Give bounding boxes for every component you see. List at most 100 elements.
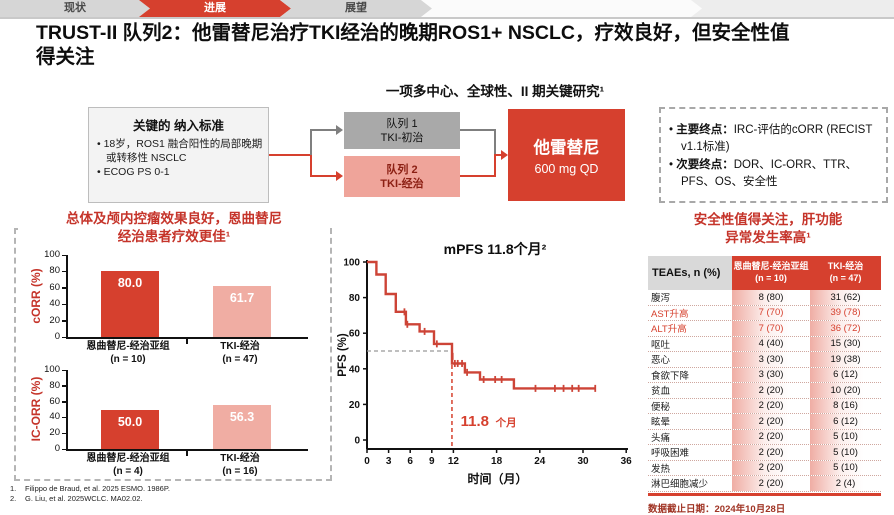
inclusion-bullet: 18岁，ROS1 融合阳性的局部晚期或转移性 NSCLC [97, 137, 263, 165]
secondary-endpoint-label: 次要终点： [676, 158, 734, 171]
y-axis-tick-mark [62, 287, 66, 289]
footnote-2: 2. G. Liu, et al. 2025WCLC. MA02.02. [10, 494, 170, 504]
breadcrumb-item-progress-active[interactable]: 进展 [139, 0, 291, 17]
table-row: 发热 2 (20) 5 (10) [648, 460, 881, 476]
y-tick-label: 20 [349, 400, 361, 411]
header-label: 恩曲替尼-经治亚组 [733, 261, 809, 272]
y-axis-tick-mark [62, 385, 66, 387]
safety-title-line1: 安全性值得关注，肝功能 [693, 212, 843, 227]
teae-value-tki-pretreated: 39 (78) [810, 305, 881, 320]
teae-name: 呕吐 [651, 339, 671, 351]
x-tick-label: 0 [364, 456, 370, 467]
teae-name: 头痛 [651, 432, 671, 444]
flow-line [310, 129, 312, 156]
km-y-axis-label: PFS (%) [337, 333, 349, 377]
category-n: (n = 16) [222, 465, 258, 477]
cohort2-line1: 队列 2 [386, 164, 418, 176]
teae-value-tki-pretreated: 19 (38) [810, 352, 881, 367]
flow-line [269, 154, 311, 156]
y-axis-tick-mark [62, 369, 66, 371]
y-axis-tick-label: 20 [49, 427, 60, 439]
x-tick-label: 3 [386, 456, 392, 467]
teae-value-tki-pretreated: 6 (12) [810, 367, 881, 382]
pfs-step-curve [367, 260, 596, 390]
flow-line [310, 129, 337, 131]
bar-tki-pretreated-icorr: 56.3 [213, 404, 271, 449]
category-n: (n = 47) [222, 353, 258, 365]
x-axis-divider-tick [186, 339, 188, 344]
teae-value-entrectinib-subgroup: 3 (30) [732, 352, 810, 367]
y-axis-tick-mark [62, 416, 66, 419]
teae-name: AST升高 [651, 308, 689, 320]
bar-value-label: 80.0 [117, 276, 143, 291]
breadcrumb-item-status[interactable]: 现状 [0, 0, 150, 17]
ic-orr-category-2: TKI-经治 (n = 16) [170, 453, 310, 478]
teae-value-tki-pretreated: 31 (62) [810, 290, 881, 305]
header-teaes: TEAEs, n (%) [648, 256, 732, 290]
y-axis-tick-label: 0 [54, 331, 60, 342]
y-axis-tick-label: 0 [54, 443, 60, 454]
endpoints-box: 主要终点：IRC-评估的cORR (RECIST v1.1标准) 次要终点：DO… [659, 107, 888, 203]
teae-value-entrectinib-subgroup: 2 (20) [732, 429, 810, 444]
footnote-number: 2. [10, 494, 17, 504]
cohort1-box: 队列 1 TKI-初治 [344, 112, 460, 149]
primary-endpoint-label: 主要终点： [676, 124, 734, 136]
x-tick-label: 9 [429, 456, 435, 467]
flow-line [460, 175, 496, 177]
header-entrectinib-subgroup: 恩曲替尼-经治亚组 (n = 10) [732, 256, 810, 290]
table-row: 便秘 2 (20) 8 (16) [648, 398, 881, 414]
teae-value-entrectinib-subgroup: 2 (20) [732, 414, 810, 429]
secondary-endpoint: 次要终点：DOR、IC-ORR、TTR、PFS、OS、安全性 [669, 157, 881, 192]
teae-name: 便秘 [651, 401, 671, 413]
x-tick-label: 24 [534, 456, 546, 467]
y-axis-tick-mark [62, 270, 66, 273]
teae-name: 呼吸困难 [651, 448, 690, 460]
y-tick-label: 100 [343, 258, 360, 269]
table-row: 腹泻 8 (80) 31 (62) [648, 290, 881, 306]
flow-line [494, 129, 496, 156]
flow-line [494, 155, 496, 177]
inclusion-criteria-title: 关键的 纳入标准 [133, 119, 224, 133]
breadcrumb-item-outlook[interactable]: 展望 [280, 0, 432, 17]
teae-rows: 腹泻 8 (80) 31 (62) AST升高 7 (70) 39 (78) ALT升高 7 … [648, 290, 881, 492]
teae-value-tki-pretreated: 8 (16) [810, 398, 881, 413]
y-axis-tick-label: 80 [49, 265, 60, 277]
footnotes: 1. Filippo de Braud, et al. 2025 ESMO. 1… [10, 484, 170, 504]
teae-name: 眩晕 [651, 417, 671, 429]
y-axis-tick-label: 40 [49, 298, 60, 310]
footnote-text: G. Liu, et al. 2025WCLC. MA02.02. [25, 494, 143, 504]
header-tki-pretreated: TKI-经治 (n = 47) [810, 256, 881, 290]
teae-value-tki-pretreated: 10 (20) [810, 383, 881, 398]
teae-table: TEAEs, n (%) 恩曲替尼-经治亚组 (n = 10) TKI-经治 (… [648, 256, 881, 515]
efficacy-title-line1: 总体及颅内控瘤效果良好，恩曲替尼 [66, 211, 282, 226]
ic-orr-category-1: 恩曲替尼-经治亚组 (n = 4) [58, 453, 198, 478]
table-bottom-rule [648, 492, 881, 496]
x-axis-divider-tick [186, 451, 188, 456]
corr-bar-chart: 80.0 61.7 0 20 40 60 80 100 [44, 249, 308, 344]
cohort2-line2: TKI-经治 [380, 178, 424, 191]
y-axis-tick-mark [62, 448, 66, 450]
y-axis-tick-label: 80 [49, 379, 60, 391]
bar-tki-pretreated-corr: 61.7 [213, 286, 271, 337]
y-tick-label: 0 [354, 436, 360, 447]
teae-value-entrectinib-subgroup: 2 (20) [732, 460, 810, 475]
table-row: 贫血 2 (20) 10 (20) [648, 383, 881, 399]
y-axis-tick-label: 40 [49, 411, 60, 423]
teae-value-tki-pretreated: 2 (4) [810, 476, 881, 491]
flow-line [310, 175, 337, 177]
y-tick-label: 60 [349, 329, 361, 340]
ic-orr-bar-chart: 50.0 56.3 0 20 40 60 80 100 [44, 364, 308, 456]
median-annotation-unit: 个月 [495, 416, 517, 429]
inclusion-criteria-list: 18岁，ROS1 融合阳性的局部晚期或转移性 NSCLC ECOG PS 0-1 [89, 137, 268, 180]
table-row: 呕吐 4 (40) 15 (30) [648, 336, 881, 352]
header-n: (n = 47) [829, 273, 862, 283]
teae-value-entrectinib-subgroup: 2 (20) [732, 398, 810, 413]
header-label: TKI-经治 [827, 261, 864, 272]
category-n: (n = 4) [113, 465, 143, 477]
teae-value-tki-pretreated: 5 (10) [810, 429, 881, 444]
table-row: 恶心 3 (30) 19 (38) [648, 352, 881, 368]
drug-box: 他雷替尼 600 mg QD [508, 109, 625, 201]
drug-name: 他雷替尼 [533, 139, 600, 157]
table-row: AST升高 7 (70) 39 (78) [648, 305, 881, 321]
